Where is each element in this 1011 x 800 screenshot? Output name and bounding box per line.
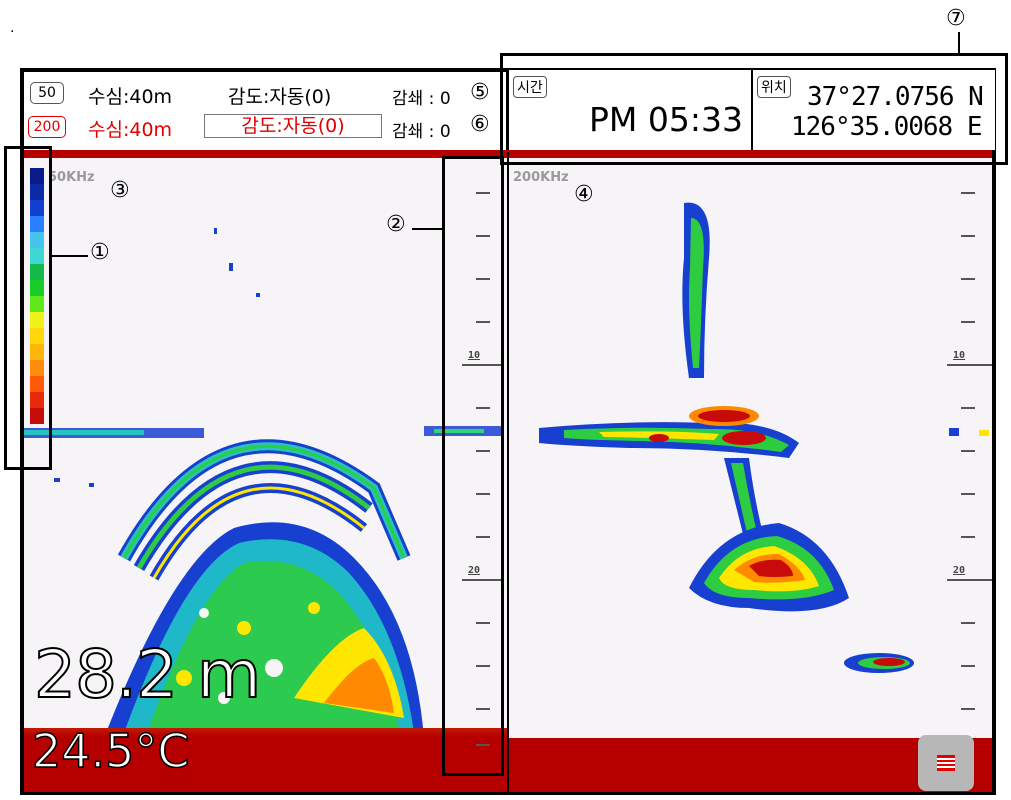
ch2-attenuation[interactable]: 감쇄 : 0 — [392, 122, 451, 142]
seabed-echo — [509, 738, 992, 792]
scale-tick-major — [462, 364, 502, 366]
callout-5: ⑤ — [470, 80, 490, 105]
ch1-attenuation[interactable]: 감쇄 : 0 — [392, 89, 451, 109]
seabed-echo — [24, 728, 508, 792]
callout-box-palette — [4, 146, 52, 470]
callout-2: ② — [386, 212, 406, 237]
echo-image-200khz — [539, 202, 989, 673]
scale-tick — [961, 622, 975, 624]
scale-label-10: 10 — [468, 350, 481, 361]
callout-box-scale — [442, 156, 504, 776]
menu-button[interactable] — [918, 735, 974, 791]
scale-tick-major — [947, 579, 992, 581]
scale-tick — [476, 536, 490, 538]
callout-3: ③ — [110, 178, 130, 203]
callout-line-2 — [412, 228, 442, 230]
scale-tick — [476, 450, 490, 452]
callout-6: ⑥ — [470, 112, 490, 137]
position-label: 위치 — [757, 76, 791, 98]
stray-dot: . — [10, 20, 15, 36]
ch2-depth-range[interactable]: 수심:40m — [88, 119, 173, 141]
frequency-label-200khz: 200KHz — [513, 170, 569, 185]
scale-tick — [961, 450, 975, 452]
color-gain-palette — [30, 168, 44, 424]
scale-tick — [961, 192, 975, 194]
frequency-label-50khz: 50KHz — [48, 170, 95, 185]
time-label: 시간 — [513, 76, 547, 98]
callout-1: ① — [90, 240, 110, 265]
scale-tick — [476, 321, 490, 323]
scale-tick — [961, 235, 975, 237]
panel-divider — [507, 152, 509, 794]
scale-tick-major — [947, 364, 992, 366]
scale-tick — [476, 407, 490, 409]
scale-tick — [476, 278, 490, 280]
ch2-gain[interactable]: 감도:자동(0) — [204, 114, 382, 138]
scale-label-20: 20 — [468, 565, 481, 576]
scale-tick — [476, 493, 490, 495]
scale-tick — [476, 744, 490, 746]
scale-tick — [961, 278, 975, 280]
longitude: 126°35.0068 E — [791, 112, 982, 142]
scale-tick — [961, 536, 975, 538]
time-position-box: 시간 PM 05:33 위치 37°27.0756 N 126°35.0068 … — [506, 70, 995, 150]
scale-label-20: 20 — [953, 565, 966, 576]
callout-4: ④ — [574, 182, 594, 207]
scale-label-10: 10 — [953, 350, 966, 361]
scale-tick — [476, 235, 490, 237]
scale-tick-major — [462, 579, 502, 581]
ch1-frequency-badge[interactable]: 50 — [30, 82, 64, 104]
echogram-200khz[interactable]: 200KHz 10 20 — [509, 158, 992, 792]
scale-tick — [476, 622, 490, 624]
scale-tick — [476, 708, 490, 710]
callout-line-1 — [52, 255, 88, 257]
scale-tick — [961, 321, 975, 323]
ch1-gain[interactable]: 감도:자동(0) — [228, 86, 332, 108]
ch1-depth-range[interactable]: 수심:40m — [88, 86, 173, 108]
water-temperature: 24.5°C — [31, 723, 190, 779]
scale-tick — [476, 192, 490, 194]
scale-tick — [961, 407, 975, 409]
depth-readout: 28.2 m — [33, 635, 262, 714]
scale-tick — [961, 665, 975, 667]
callout-line-7 — [958, 32, 960, 53]
time-value: PM 05:33 — [589, 100, 743, 139]
callout-7: ⑦ — [946, 6, 966, 31]
scale-tick — [476, 665, 490, 667]
echo-image-50khz — [24, 228, 504, 738]
menu-icon — [937, 755, 955, 771]
latitude: 37°27.0756 N — [807, 82, 984, 112]
ch2-frequency-badge[interactable]: 200 — [28, 116, 66, 138]
scale-tick — [961, 493, 975, 495]
info-divider — [751, 70, 753, 150]
scale-tick — [961, 708, 975, 710]
echogram-50khz[interactable]: 50KHz 10 20 28.2 m 24.5°C — [24, 158, 508, 792]
callout-box-info — [500, 53, 1008, 165]
